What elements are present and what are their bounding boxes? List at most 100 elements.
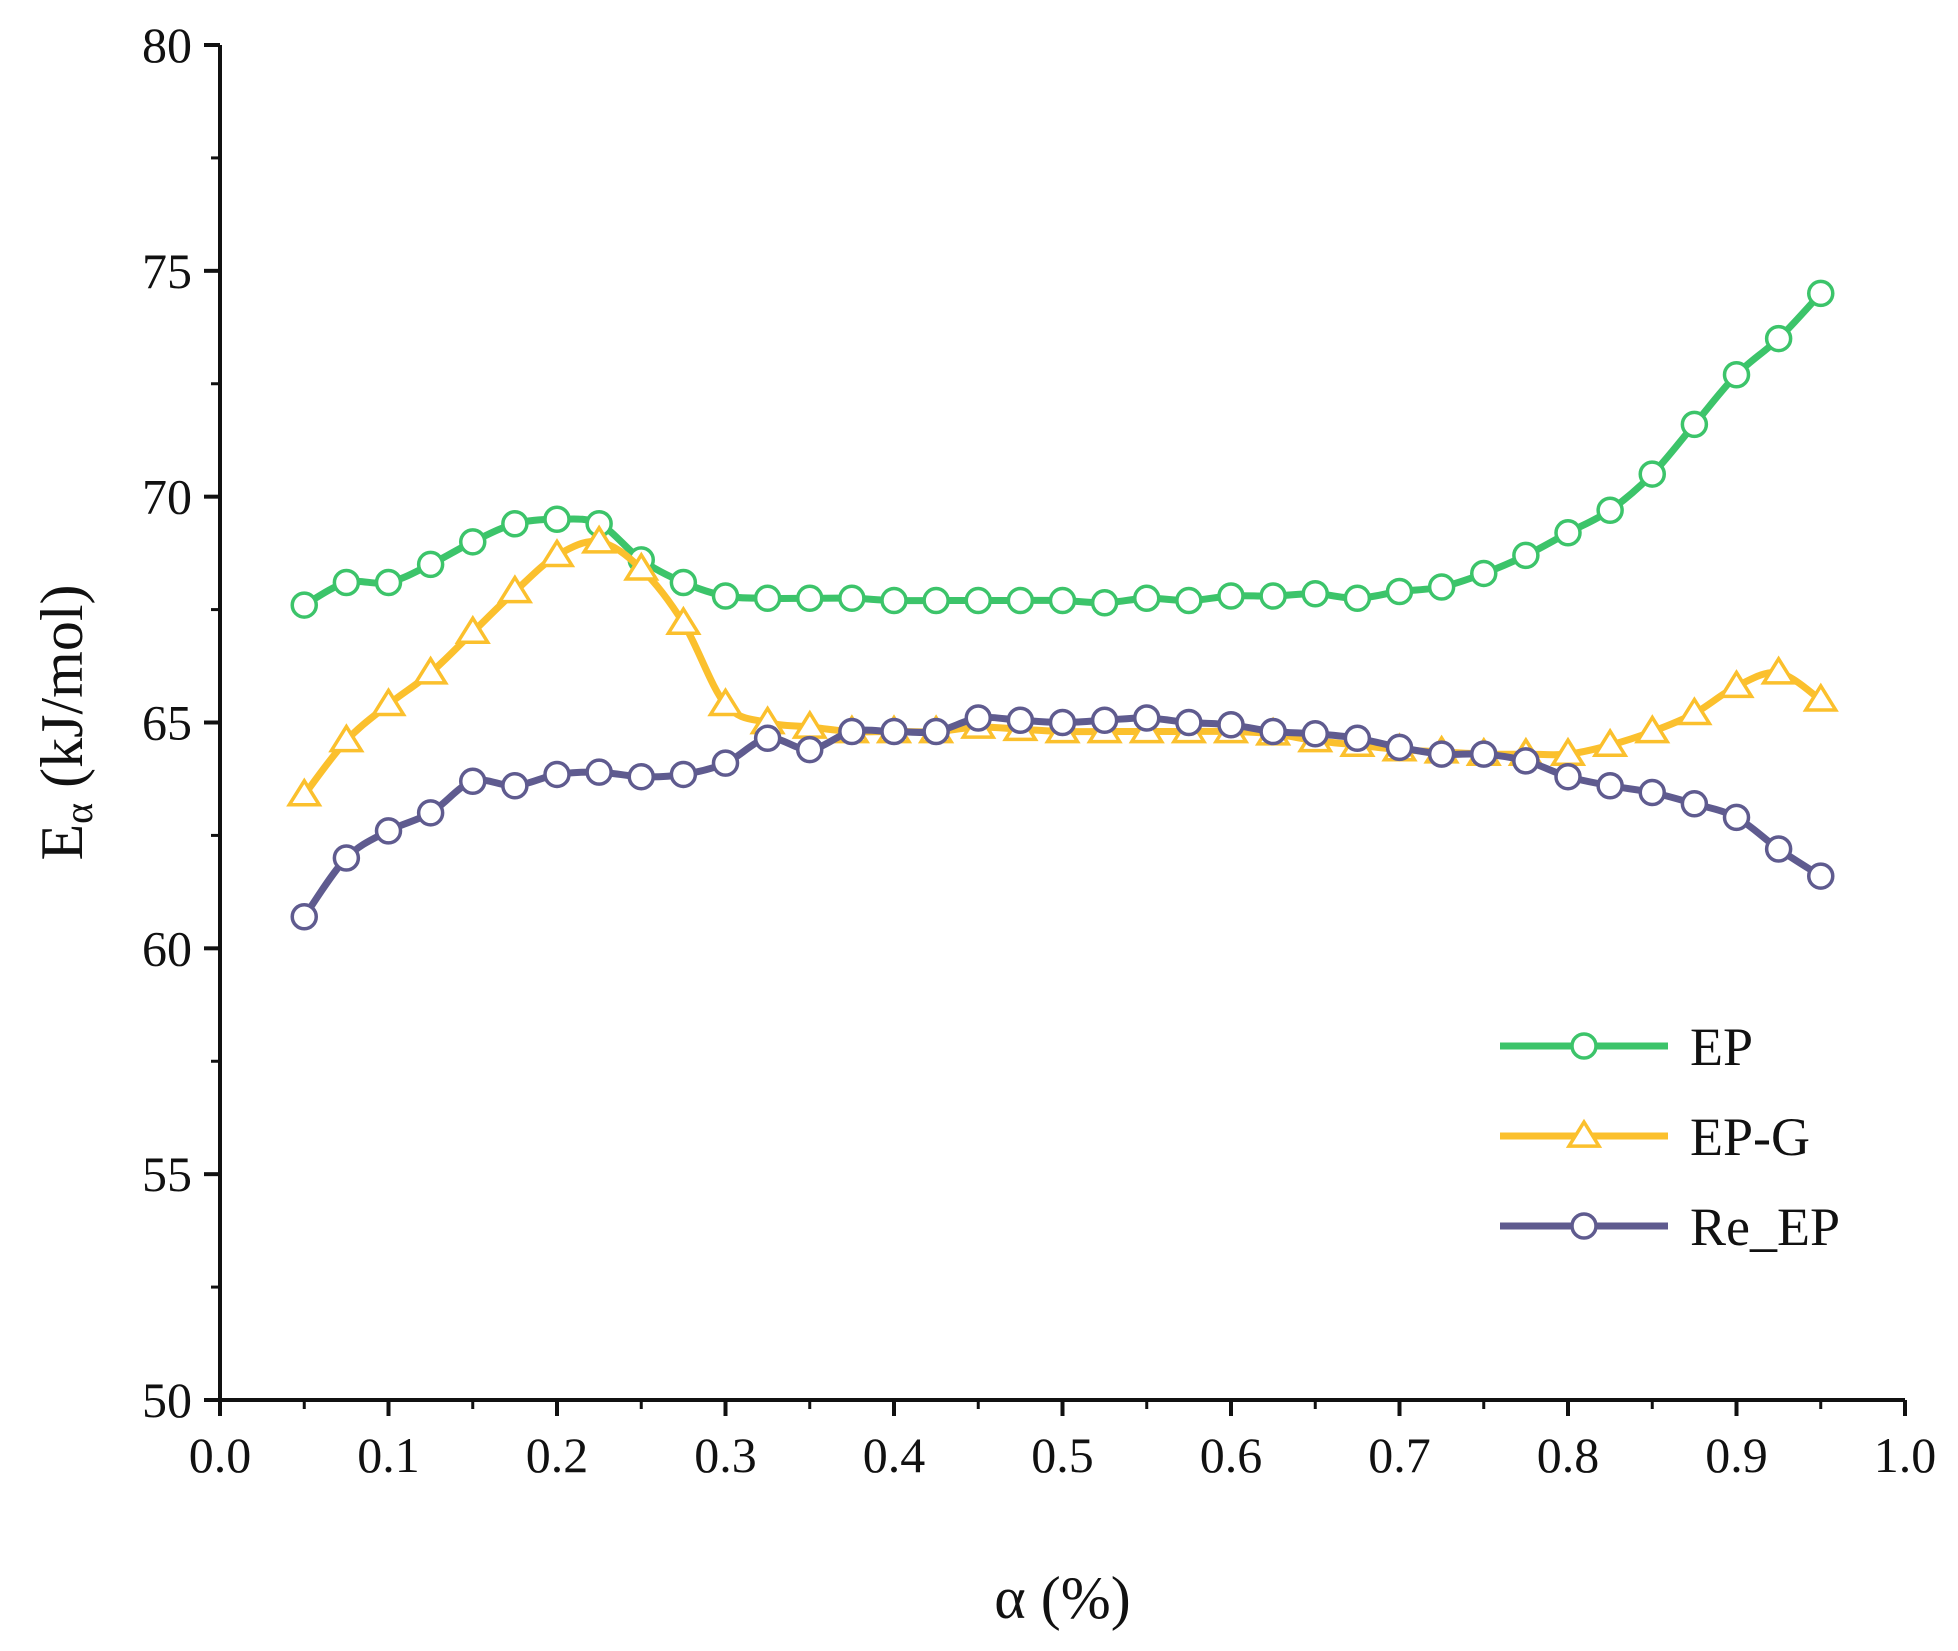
data-point-re-ep <box>1764 835 1793 863</box>
data-point-ep-g <box>1676 696 1713 726</box>
y-tick-label: 70 <box>142 469 192 525</box>
y-axis-title-main: E <box>29 824 95 861</box>
data-point-ep <box>1343 584 1372 613</box>
data-point-ep <box>964 586 992 615</box>
data-point-ep <box>374 568 403 597</box>
data-point-ep-g <box>1760 655 1797 685</box>
data-point-ep <box>416 550 445 579</box>
data-point-ep-g <box>623 551 660 581</box>
data-point-re-ep <box>332 844 361 872</box>
data-point-ep <box>880 586 908 615</box>
x-tick-label: 0.5 <box>1031 1427 1094 1483</box>
data-point-ep <box>1722 360 1751 389</box>
data-point-ep <box>1133 584 1161 613</box>
data-point-re-ep <box>1259 717 1287 746</box>
data-point-re-ep <box>1596 771 1624 800</box>
y-tick-label: 60 <box>142 920 192 976</box>
data-point-ep <box>290 591 318 619</box>
y-tick-label: 50 <box>142 1372 192 1428</box>
data-point-re-ep <box>880 717 908 746</box>
data-point-ep-g <box>328 723 365 753</box>
x-tick-label: 0.2 <box>526 1427 589 1483</box>
data-point-re-ep <box>501 771 529 800</box>
legend-marker-re-ep <box>1570 1212 1598 1240</box>
data-point-ep <box>1470 559 1498 588</box>
data-point-re-ep <box>374 817 403 845</box>
data-point-ep-g <box>412 655 449 685</box>
legend: EP EP-G Re_EP <box>1500 1017 1840 1257</box>
data-point-ep <box>332 568 361 597</box>
x-tick-label: 0.0 <box>189 1427 252 1483</box>
data-point-re-ep <box>543 760 571 789</box>
data-point-re-ep <box>1301 720 1329 748</box>
data-point-re-ep <box>964 704 992 732</box>
data-point-ep-g <box>707 687 744 717</box>
data-point-ep <box>922 586 950 615</box>
data-point-re-ep <box>416 799 445 827</box>
data-point-re-ep <box>1090 706 1119 734</box>
data-point-re-ep <box>290 902 318 931</box>
legend-label-ep-g: EP-G <box>1690 1107 1810 1167</box>
data-point-ep <box>711 582 740 610</box>
data-point-ep <box>1554 519 1582 547</box>
legend-label-ep: EP <box>1690 1017 1753 1077</box>
data-point-ep <box>1427 573 1456 601</box>
data-point-ep <box>669 568 698 597</box>
data-point-ep <box>1175 586 1203 615</box>
data-point-re-ep <box>796 735 824 764</box>
data-point-re-ep <box>1427 740 1456 768</box>
data-point-ep <box>1512 541 1540 570</box>
data-point-ep <box>1217 582 1245 610</box>
data-point-ep <box>1807 279 1835 308</box>
data-point-ep-g <box>1802 682 1839 712</box>
data-point-re-ep <box>1006 706 1035 734</box>
data-point-ep <box>1090 589 1119 617</box>
data-point-re-ep <box>1175 708 1203 737</box>
data-point-ep <box>1596 496 1624 524</box>
data-point-ep <box>459 528 487 556</box>
data-point-ep <box>1638 460 1666 488</box>
data-point-ep <box>501 510 529 538</box>
data-point-ep-g <box>370 687 407 717</box>
legend-item-ep: EP <box>1500 1017 1753 1077</box>
y-axis-ticks: 50 55 60 65 70 75 80 <box>142 17 220 1428</box>
data-point-re-ep <box>711 749 740 777</box>
data-point-ep-g <box>1591 727 1629 757</box>
data-point-ep <box>1048 586 1077 615</box>
data-point-ep <box>1259 582 1287 610</box>
x-tick-label: 0.6 <box>1200 1427 1263 1483</box>
data-point-ep <box>1301 580 1329 608</box>
data-point-ep <box>1385 577 1414 606</box>
data-point-re-ep <box>1807 862 1835 890</box>
data-point-re-ep <box>1638 778 1666 807</box>
legend-item-re-ep: Re_EP <box>1500 1197 1840 1257</box>
y-tick-label: 80 <box>142 17 192 73</box>
x-tick-label: 0.1 <box>357 1427 420 1483</box>
x-axis-ticks: 0.0 0.1 0.2 0.3 0.4 0.5 0.6 0.7 0.8 0.9 1.0 <box>189 1400 1936 1483</box>
y-axis-title: Eα (kJ/mol) <box>29 585 101 861</box>
data-point-re-ep <box>1722 803 1751 832</box>
series-ep <box>290 279 1835 619</box>
data-point-ep-g <box>580 524 618 554</box>
data-point-re-ep <box>1343 724 1372 753</box>
data-point-re-ep <box>838 717 866 746</box>
series-layer <box>286 279 1839 931</box>
data-point-ep-g <box>496 574 534 604</box>
legend-marker-ep-g <box>1565 1118 1603 1148</box>
x-tick-label: 0.8 <box>1537 1427 1600 1483</box>
data-point-re-ep <box>1217 711 1245 739</box>
data-point-ep <box>1680 410 1709 439</box>
data-point-ep-g <box>665 605 702 635</box>
data-point-ep-g <box>454 614 491 644</box>
x-tick-label: 0.7 <box>1368 1427 1431 1483</box>
legend-label-re-ep: Re_EP <box>1690 1197 1840 1257</box>
x-tick-label: 0.3 <box>694 1427 757 1483</box>
series-re-ep <box>290 704 1835 931</box>
x-axis-title: α (%) <box>994 1565 1130 1631</box>
data-point-re-ep <box>922 717 950 746</box>
data-point-re-ep <box>627 762 655 791</box>
data-point-ep <box>753 584 782 613</box>
x-tick-label: 0.4 <box>863 1427 926 1483</box>
